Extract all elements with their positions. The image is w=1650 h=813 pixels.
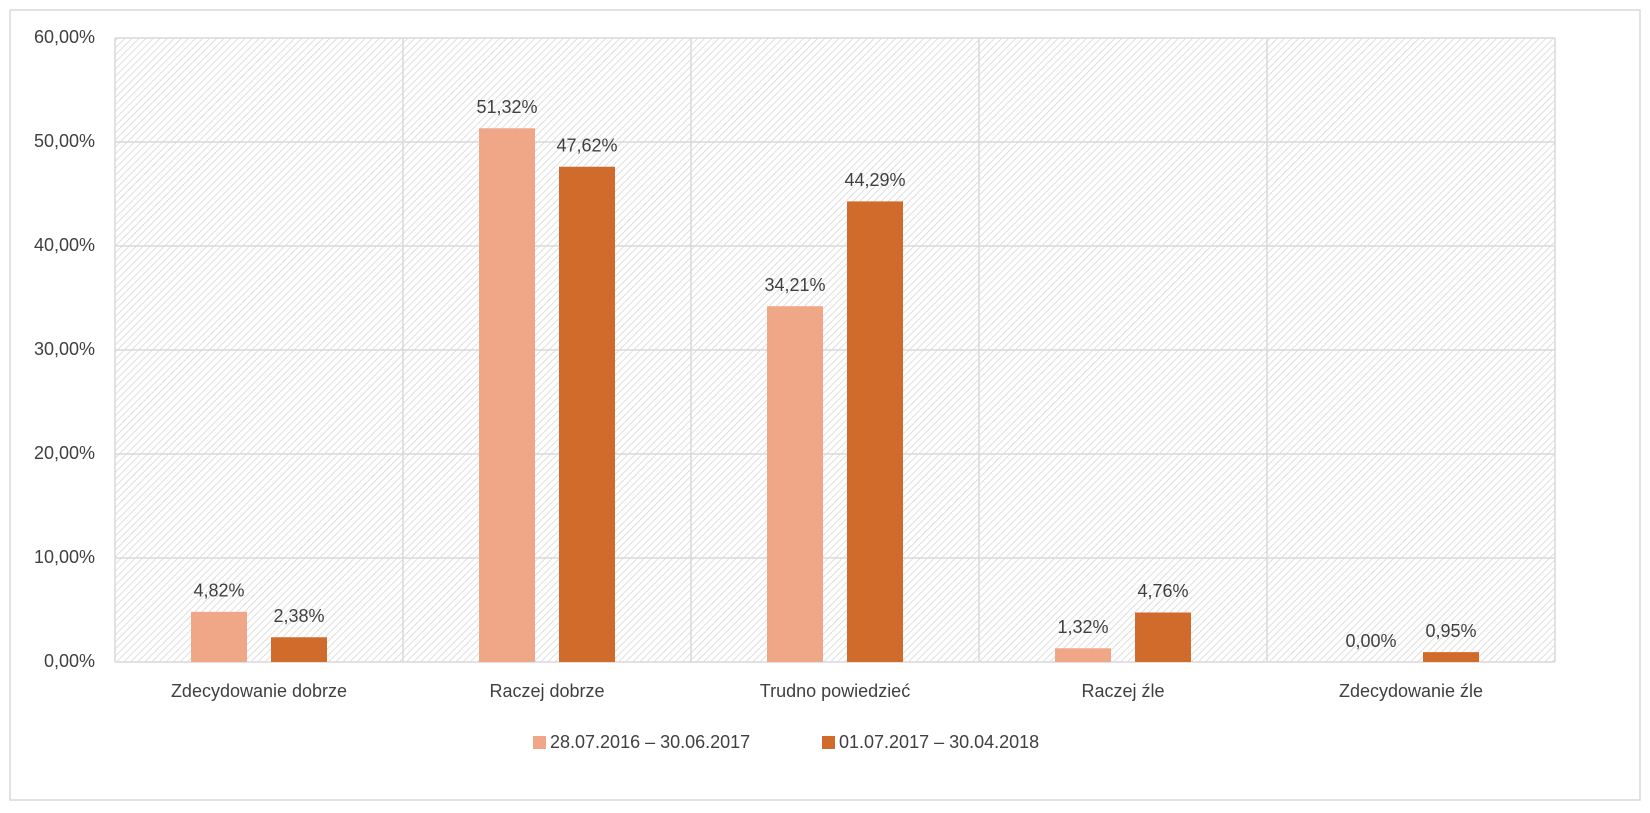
bar <box>1423 652 1479 662</box>
bar <box>767 306 823 662</box>
bar <box>271 637 327 662</box>
bar <box>847 201 903 662</box>
value-label: 34,21% <box>764 275 825 295</box>
value-label: 1,32% <box>1057 617 1108 637</box>
x-tick-label: Raczej dobrze <box>489 681 604 701</box>
x-tick-label: Raczej źle <box>1081 681 1164 701</box>
value-label: 44,29% <box>844 170 905 190</box>
legend-label: 01.07.2017 – 30.04.2018 <box>839 732 1039 752</box>
value-label: 51,32% <box>476 97 537 117</box>
x-tick-label: Zdecydowanie źle <box>1339 681 1483 701</box>
y-tick-label: 60,00% <box>34 27 95 47</box>
legend-swatch <box>822 736 835 749</box>
value-label: 47,62% <box>556 136 617 156</box>
bar <box>1135 612 1191 662</box>
value-label: 4,76% <box>1137 581 1188 601</box>
y-tick-label: 10,00% <box>34 547 95 567</box>
x-tick-label: Zdecydowanie dobrze <box>171 681 347 701</box>
bar <box>191 611 247 662</box>
value-label: 2,38% <box>273 606 324 626</box>
y-tick-label: 30,00% <box>34 339 95 359</box>
value-label: 0,95% <box>1425 621 1476 641</box>
value-label: 4,82% <box>193 581 244 601</box>
y-tick-label: 20,00% <box>34 443 95 463</box>
bar <box>559 166 615 662</box>
y-tick-label: 50,00% <box>34 131 95 151</box>
y-tick-label: 40,00% <box>34 235 95 255</box>
x-tick-label: Trudno powiedzieć <box>760 681 910 701</box>
bar <box>479 128 535 663</box>
legend-label: 28.07.2016 – 30.06.2017 <box>550 732 750 752</box>
bar <box>1055 648 1111 662</box>
legend-swatch <box>533 736 546 749</box>
value-label: 0,00% <box>1345 631 1396 651</box>
y-tick-label: 0,00% <box>44 651 95 671</box>
